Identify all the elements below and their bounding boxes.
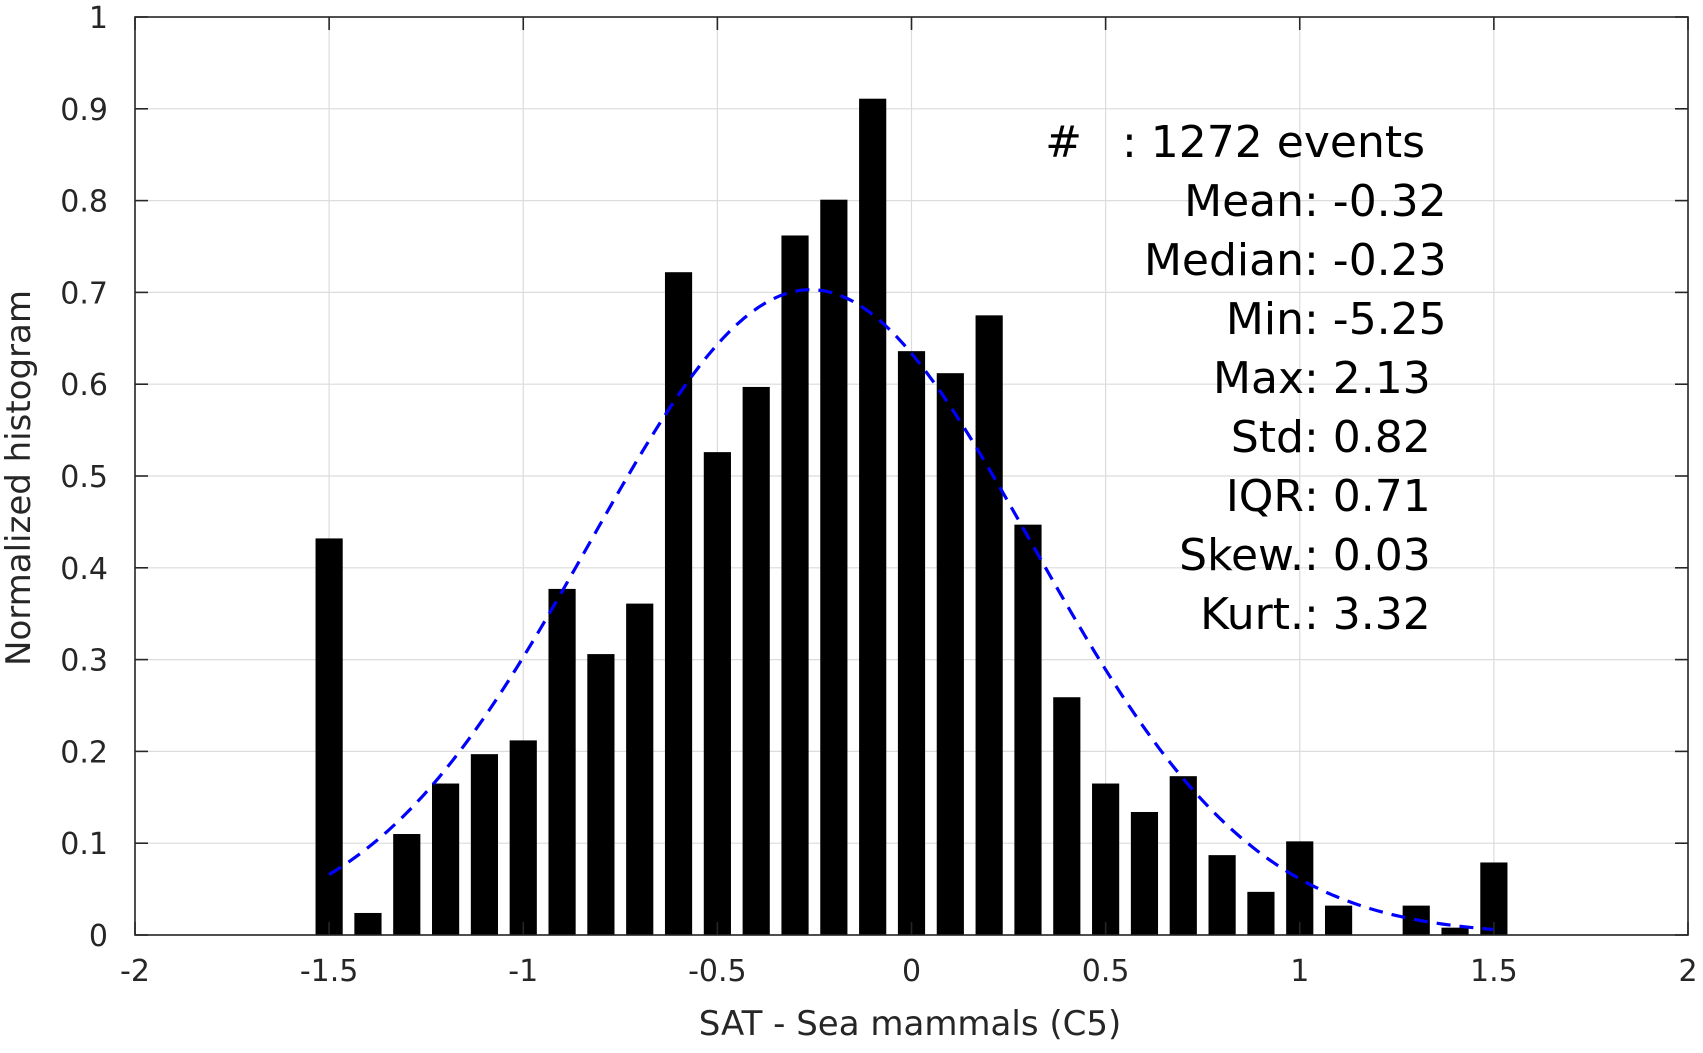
x-tick-label-4: 0: [902, 954, 921, 989]
stats-label-4: Max: [1213, 353, 1304, 404]
y-tick-label-10: 1: [89, 1, 108, 36]
bar-18: [1014, 524, 1042, 935]
y-tick-label-9: 0.9: [60, 93, 108, 128]
stats-value-8: : 3.32: [1304, 589, 1431, 640]
bar-6: [548, 588, 576, 935]
x-tick-label-7: 1.5: [1470, 954, 1518, 989]
bar-23: [1208, 855, 1236, 935]
bar-25: [1286, 841, 1314, 935]
bar-12: [781, 235, 809, 935]
stats-value-2: : -0.23: [1304, 235, 1447, 286]
bar-16: [936, 373, 964, 936]
bar-14: [859, 98, 887, 935]
bar-15: [897, 351, 926, 936]
y-axis-label: Normalized histogram: [0, 290, 39, 666]
stats-label-7: Skew.: [1179, 530, 1304, 581]
stats-value-1: : -0.32: [1304, 176, 1447, 227]
y-tick-label-6: 0.6: [60, 368, 108, 403]
stats-value-7: : 0.03: [1304, 530, 1431, 581]
fit-curve: [328, 288, 1495, 932]
bar-19: [1053, 697, 1081, 935]
stats-label-5: Std: [1231, 412, 1304, 463]
x-axis-label: SAT - Sea mammals (C5): [699, 1004, 1122, 1044]
stats-label-1: Mean: [1184, 176, 1304, 227]
bar-24: [1247, 891, 1275, 935]
x-tick-label-2: -1: [508, 954, 538, 989]
y-tick-label-7: 0.7: [60, 276, 108, 311]
y-tick-label-3: 0.3: [60, 644, 108, 679]
bar-0: [315, 538, 343, 935]
bar-13: [820, 199, 848, 935]
stats-value-3: : -5.25: [1304, 294, 1447, 345]
bar-4: [470, 754, 499, 935]
bar-1: [354, 912, 382, 935]
bar-5: [509, 740, 537, 935]
bar-22: [1169, 776, 1197, 935]
x-tick-label-1: -1.5: [300, 954, 359, 989]
stats-value-4: : 2.13: [1304, 353, 1431, 404]
stats-label-3: Min: [1226, 294, 1304, 345]
x-tick-label-8: 2: [1678, 954, 1697, 989]
bar-2: [393, 834, 421, 935]
stats-label-6: IQR: [1226, 471, 1304, 522]
bar-29: [1441, 927, 1469, 935]
bar-26: [1324, 905, 1353, 935]
x-tick-label-0: -2: [120, 954, 150, 989]
bar-8: [626, 603, 654, 935]
bar-21: [1130, 811, 1159, 935]
bar-3: [432, 783, 460, 935]
bar-7: [587, 654, 615, 935]
y-tick-label-2: 0.2: [60, 735, 108, 770]
stats-value-6: : 0.71: [1304, 471, 1431, 522]
x-tick-label-6: 1: [1290, 954, 1309, 989]
bar-11: [742, 386, 770, 936]
x-tick-label-5: 0.5: [1082, 954, 1130, 989]
y-tick-label-5: 0.5: [60, 460, 108, 495]
stats-value-0: : 1272 events: [1122, 117, 1425, 168]
stats-value-5: : 0.82: [1304, 412, 1431, 463]
bar-9: [664, 272, 693, 936]
x-tick-label-3: -0.5: [688, 954, 747, 989]
bar-10: [703, 452, 731, 935]
bar-20: [1092, 783, 1120, 935]
y-tick-label-8: 0.8: [60, 185, 108, 220]
y-tick-label-0: 0: [89, 919, 108, 954]
tick-marks: [134, 16, 1689, 936]
y-tick-label-4: 0.4: [60, 552, 108, 587]
y-tick-label-1: 0.1: [60, 827, 108, 862]
stats-label-0: #: [1045, 117, 1082, 168]
stats-label-8: Kurt.: [1200, 589, 1304, 640]
stats-label-2: Median: [1144, 235, 1304, 286]
bar-17: [975, 315, 1003, 936]
x-tick-labels: -2 -1.5 -1 -0.5 0 0.5 1 1.5 2: [120, 954, 1698, 989]
y-tick-labels: 0 0.1 0.2 0.3 0.4 0.5 0.6 0.7 0.8 0.9 1: [60, 1, 108, 954]
